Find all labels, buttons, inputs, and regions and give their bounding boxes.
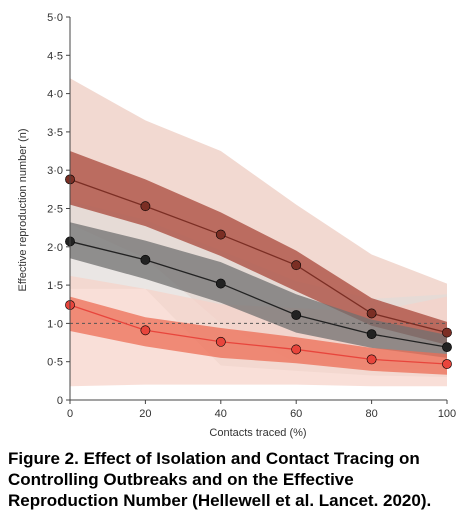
series-2-line bbox=[69, 304, 448, 365]
y-tick-label: 4·5 bbox=[47, 50, 63, 62]
series-1-inner-band bbox=[70, 222, 447, 358]
x-axis-title: Contacts traced (%) bbox=[209, 427, 306, 439]
y-ticks: 0 0·5 1·0 1·5 2·0 2·5 3·0 3·5 4·0 4·5 5·0 bbox=[47, 12, 70, 407]
y-tick-label: 0·5 bbox=[47, 357, 63, 369]
y-tick-label: 0 bbox=[57, 395, 63, 407]
y-tick-label: 3·5 bbox=[47, 127, 63, 139]
x-ticks: 0 20 40 60 80 100 bbox=[67, 400, 456, 420]
series-2-point bbox=[291, 344, 302, 355]
series-0-point bbox=[366, 308, 377, 319]
series-2-point bbox=[140, 325, 151, 336]
y-tick-label: 2·5 bbox=[47, 204, 63, 216]
y-tick-label: 4·0 bbox=[47, 89, 63, 101]
series-1-point bbox=[215, 278, 226, 289]
series-1-point bbox=[366, 329, 377, 340]
y-tick-label: 5·0 bbox=[47, 12, 63, 24]
x-tick-label: 80 bbox=[365, 408, 377, 420]
series-lines bbox=[69, 178, 448, 365]
y-tick-label: 1·5 bbox=[47, 280, 63, 292]
series-0-line bbox=[69, 178, 448, 334]
figure-caption: Figure 2. Effect of Isolation and Contac… bbox=[8, 449, 432, 510]
series-0-point bbox=[442, 327, 452, 338]
y-tick-label: 3·0 bbox=[47, 165, 63, 177]
series-1-point bbox=[442, 342, 452, 353]
series-0-point bbox=[291, 260, 302, 271]
x-tick-label: 0 bbox=[67, 408, 73, 420]
series-2-point bbox=[215, 336, 226, 347]
y-axis-title: Effective reproduction number (n) bbox=[17, 128, 29, 291]
series-1-point bbox=[140, 254, 151, 265]
x-tick-label: 100 bbox=[438, 408, 456, 420]
x-tick-label: 40 bbox=[215, 408, 227, 420]
y-tick-label: 1·0 bbox=[47, 318, 63, 330]
series-0-inner-band bbox=[70, 151, 447, 345]
x-tick-label: 20 bbox=[139, 408, 151, 420]
series-1-point bbox=[291, 310, 302, 320]
series-2-point bbox=[366, 354, 377, 365]
y-tick-label: 2·0 bbox=[47, 242, 63, 254]
series-1-line bbox=[69, 240, 448, 348]
series-0-point bbox=[140, 201, 151, 212]
chart: 0 0·5 1·0 1·5 2·0 2·5 3·0 3·5 4·0 4·5 5·0 0 20 40 60 8… bbox=[17, 12, 456, 439]
series-2-inner-band bbox=[70, 296, 447, 375]
series-2-point bbox=[442, 359, 452, 369]
confidence-bands bbox=[70, 78, 447, 387]
series-0-point bbox=[215, 229, 226, 240]
x-tick-label: 60 bbox=[290, 408, 302, 420]
